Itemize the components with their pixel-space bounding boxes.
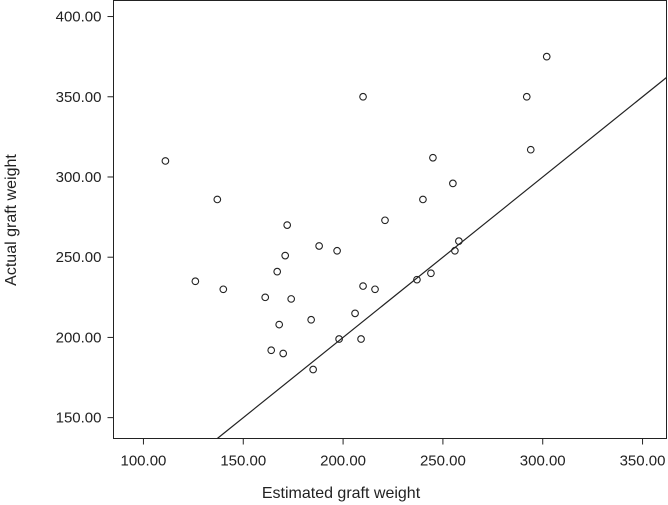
x-tick-label: 350.00 bbox=[620, 453, 666, 470]
data-point bbox=[307, 315, 315, 324]
data-point bbox=[381, 216, 389, 225]
data-point bbox=[161, 157, 170, 165]
y-tick-label: 150.00 bbox=[56, 410, 102, 427]
data-point bbox=[526, 145, 535, 154]
y-axis-title: Actual graft weight bbox=[3, 154, 20, 286]
data-point bbox=[281, 251, 290, 260]
data-point bbox=[449, 179, 457, 188]
y-tick-label: 200.00 bbox=[56, 329, 102, 346]
data-point bbox=[413, 275, 421, 284]
data-point bbox=[451, 246, 459, 255]
y-tick-label: 300.00 bbox=[56, 169, 102, 186]
data-point bbox=[335, 335, 343, 343]
y-tick-label: 250.00 bbox=[56, 249, 102, 266]
data-point bbox=[283, 221, 292, 229]
y-tick-label: 350.00 bbox=[56, 89, 102, 106]
data-point bbox=[279, 349, 288, 358]
x-axis: 100.00 150.00 200.00 250.00 300.00 350.00 bbox=[121, 438, 666, 470]
x-tick-label: 200.00 bbox=[320, 453, 366, 470]
data-point bbox=[191, 277, 200, 286]
data-point bbox=[219, 285, 228, 294]
data-point bbox=[351, 309, 359, 318]
x-tick-label: 250.00 bbox=[420, 453, 466, 470]
reference-line bbox=[216, 77, 667, 439]
data-point bbox=[267, 346, 276, 355]
reference-line-layer bbox=[216, 77, 667, 439]
data-point bbox=[287, 295, 296, 303]
data-point bbox=[429, 153, 437, 162]
data-point bbox=[309, 365, 317, 374]
data-points bbox=[161, 52, 551, 374]
data-point bbox=[273, 267, 282, 276]
data-point bbox=[455, 237, 463, 246]
data-point bbox=[359, 92, 367, 101]
x-axis-title: Estimated graft weight bbox=[262, 485, 421, 502]
data-point bbox=[357, 335, 365, 343]
x-tick-label: 150.00 bbox=[220, 453, 266, 470]
data-point bbox=[359, 282, 367, 290]
data-point bbox=[427, 269, 435, 278]
data-point bbox=[275, 320, 284, 329]
data-point bbox=[522, 92, 531, 101]
data-point bbox=[371, 285, 379, 294]
data-point bbox=[213, 195, 222, 204]
data-point bbox=[419, 195, 427, 204]
data-point bbox=[261, 293, 270, 302]
x-tick-label: 100.00 bbox=[121, 453, 167, 470]
data-point bbox=[333, 246, 341, 255]
data-point bbox=[542, 52, 551, 61]
x-tick-label: 300.00 bbox=[520, 453, 566, 470]
plot-frame bbox=[113, 0, 667, 439]
y-axis: 150.00 200.00 250.00 300.00 350.00 400.00 bbox=[56, 9, 114, 427]
y-tick-label: 400.00 bbox=[56, 9, 102, 26]
data-point bbox=[315, 242, 323, 250]
